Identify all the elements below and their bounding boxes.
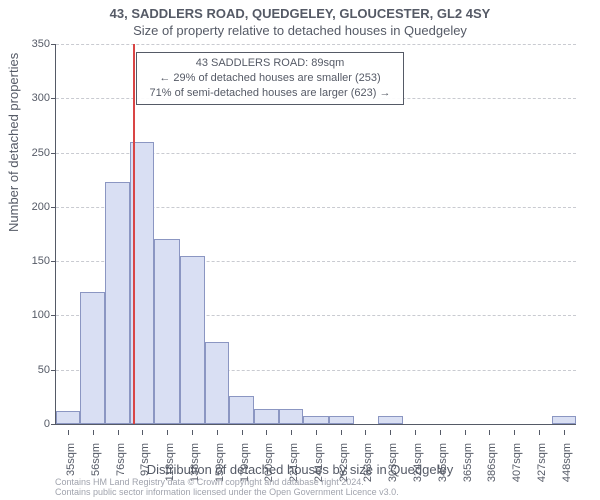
histogram-bar <box>56 411 80 424</box>
histogram-bar <box>254 409 279 424</box>
y-tick-label: 200 <box>20 201 50 213</box>
x-tick-mark <box>415 430 416 435</box>
y-tick-label: 350 <box>20 38 50 50</box>
page-title-address: 43, SADDLERS ROAD, QUEDGELEY, GLOUCESTER… <box>0 0 600 21</box>
histogram-bar <box>303 416 328 424</box>
histogram-bar <box>180 256 205 424</box>
histogram-bar <box>279 409 303 424</box>
x-tick-mark <box>514 430 515 435</box>
histogram-bar <box>552 416 576 424</box>
x-tick-mark <box>217 430 218 435</box>
histogram-bar <box>329 416 354 424</box>
y-tick-label: 250 <box>20 147 50 159</box>
y-axis-label: Number of detached properties <box>6 53 21 232</box>
annotation-line: 43 SADDLERS ROAD: 89sqm <box>143 56 397 71</box>
y-tick-label: 300 <box>20 92 50 104</box>
annotation-line: ← 29% of detached houses are smaller (25… <box>143 71 397 86</box>
footer-line-2: Contains public sector information licen… <box>55 488 399 498</box>
x-tick-mark <box>564 430 565 435</box>
x-tick-mark <box>316 430 317 435</box>
x-tick-mark <box>341 430 342 435</box>
y-tick-label: 100 <box>20 309 50 321</box>
x-tick-mark <box>390 430 391 435</box>
histogram-bar <box>105 182 130 424</box>
x-tick-mark <box>489 430 490 435</box>
histogram-bar <box>80 292 105 424</box>
x-tick-mark <box>465 430 466 435</box>
y-tick-label: 0 <box>20 418 50 430</box>
histogram-chart: 35sqm56sqm76sqm97sqm118sqm138sqm159sqm17… <box>55 44 575 424</box>
y-tick-mark <box>51 153 56 154</box>
histogram-bar <box>154 239 179 424</box>
x-tick-mark <box>440 430 441 435</box>
histogram-bar <box>229 396 254 424</box>
histogram-bar <box>205 342 229 425</box>
x-tick-mark <box>167 430 168 435</box>
x-tick-mark <box>266 430 267 435</box>
x-tick-mark <box>242 430 243 435</box>
y-tick-mark <box>51 315 56 316</box>
y-tick-mark <box>51 207 56 208</box>
x-tick-mark <box>365 430 366 435</box>
y-tick-label: 50 <box>20 364 50 376</box>
y-tick-mark <box>51 370 56 371</box>
y-tick-mark <box>51 98 56 99</box>
histogram-bar <box>378 416 403 424</box>
property-marker-line <box>133 44 135 424</box>
x-tick-mark <box>539 430 540 435</box>
y-tick-mark <box>51 424 56 425</box>
annotation-line: 71% of semi-detached houses are larger (… <box>143 86 397 101</box>
plot-region: 35sqm56sqm76sqm97sqm118sqm138sqm159sqm17… <box>55 44 576 425</box>
x-tick-mark <box>192 430 193 435</box>
y-tick-label: 150 <box>20 255 50 267</box>
x-tick-mark <box>93 430 94 435</box>
page-subtitle: Size of property relative to detached ho… <box>0 21 600 38</box>
annotation-box: 43 SADDLERS ROAD: 89sqm← 29% of detached… <box>136 52 404 105</box>
x-tick-mark <box>118 430 119 435</box>
y-tick-mark <box>51 44 56 45</box>
attribution-footer: Contains HM Land Registry data © Crown c… <box>55 478 399 498</box>
x-tick-mark <box>68 430 69 435</box>
x-tick-mark <box>291 430 292 435</box>
x-axis-label: Distribution of detached houses by size … <box>0 462 600 477</box>
x-tick-mark <box>142 430 143 435</box>
y-tick-mark <box>51 261 56 262</box>
